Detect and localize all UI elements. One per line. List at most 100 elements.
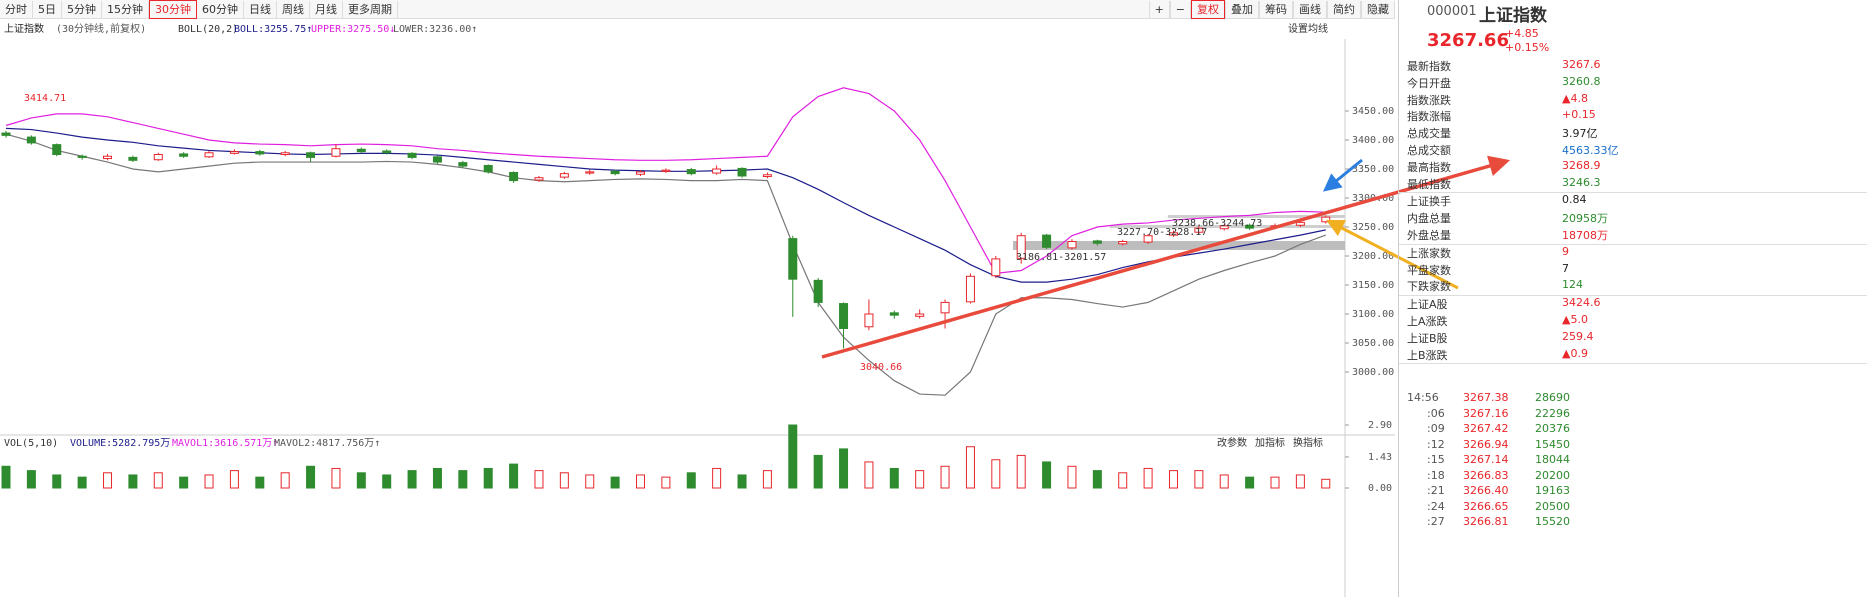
volume-bar — [585, 474, 595, 489]
volume-bar — [128, 474, 138, 489]
field-label: 上A涨跌 — [1407, 315, 1448, 328]
period-tab[interactable]: 月线 — [310, 1, 343, 18]
change: +4.85 — [1505, 27, 1539, 40]
tick-price: 3266.94 — [1463, 437, 1509, 451]
field-label: 上B涨跌 — [1407, 348, 1448, 362]
candle-body — [1321, 216, 1331, 223]
tick-volume: 20200 — [1535, 468, 1570, 482]
tick-price: 3267.42 — [1463, 422, 1509, 435]
field-label: 下跌家数 — [1407, 280, 1451, 294]
candle-body — [382, 150, 392, 154]
period-tab[interactable]: 30分钟 — [149, 0, 197, 19]
tool-button[interactable]: 画线 — [1293, 1, 1327, 18]
period-tab[interactable]: 15分钟 — [102, 1, 149, 18]
y-tick-label: 3050.00 — [1352, 338, 1394, 349]
candle-body — [1042, 234, 1052, 248]
candle-body — [712, 168, 722, 174]
field-value: ▲4.8 — [1562, 91, 1588, 105]
field-value: ▲0.9 — [1562, 346, 1588, 360]
candle-body — [940, 301, 950, 314]
field-value: 0.84 — [1562, 193, 1587, 207]
tick-time: :21 — [1427, 484, 1445, 497]
period-tab[interactable]: 5分钟 — [62, 1, 102, 18]
volume-bar — [382, 474, 392, 489]
volume-bar — [762, 470, 772, 489]
candle-body — [331, 148, 341, 157]
separator — [1399, 363, 1867, 365]
field-label: 最低指数 — [1407, 177, 1451, 191]
period-tab[interactable]: 60分钟 — [197, 1, 244, 18]
field-value: 7 — [1562, 261, 1569, 275]
volume-bar — [509, 463, 519, 489]
candle-body — [864, 313, 874, 328]
tick-price: 3267.14 — [1463, 453, 1509, 466]
tick-volume: 20500 — [1535, 499, 1570, 513]
tick-volume: 19163 — [1535, 484, 1570, 497]
y-tick-label: 3150.00 — [1352, 280, 1394, 291]
candle-body — [153, 154, 163, 161]
candle-body — [559, 173, 569, 178]
volume-bar — [356, 472, 366, 489]
period-tab[interactable]: 5日 — [33, 1, 62, 18]
period-tab[interactable]: 日线 — [244, 1, 277, 18]
tick-price: 3266.83 — [1463, 468, 1509, 482]
field-label: 总成交量 — [1407, 127, 1451, 141]
tool-button[interactable]: 简约 — [1327, 1, 1361, 18]
volume-bar — [1143, 467, 1153, 489]
settings-button[interactable]: 设置均线 — [1288, 22, 1328, 35]
candle-body — [407, 152, 417, 158]
field-value: 3246.3 — [1562, 175, 1601, 189]
field-value: 3.97亿 — [1562, 127, 1598, 141]
tool-button[interactable]: 筹码 — [1259, 1, 1293, 18]
volume-bar — [1092, 470, 1102, 489]
tick-time: :09 — [1427, 422, 1445, 435]
y-tick-label: 3200.00 — [1352, 251, 1394, 262]
tick-volume: 20376 — [1535, 422, 1570, 435]
separator — [1399, 192, 1867, 194]
indicator-button[interactable]: 加指标 — [1255, 436, 1285, 449]
annotation: 3238.66-3244.73 — [1172, 218, 1262, 229]
field-label: 指数涨幅 — [1407, 110, 1451, 124]
volume-bar — [1042, 461, 1052, 489]
volume-bar — [26, 470, 36, 489]
bollinger-line — [5, 127, 1326, 283]
period-tab[interactable]: 更多周期 — [343, 1, 398, 18]
field-label: 内盘总量 — [1407, 212, 1451, 226]
volume-bar — [661, 476, 671, 489]
field-value: 259.4 — [1562, 329, 1594, 343]
volume-bar — [103, 472, 113, 489]
candle-body — [813, 279, 823, 303]
indicator-button[interactable]: 换指标 — [1293, 436, 1323, 449]
legend-text: VOL(5,10) — [4, 438, 58, 449]
tool-button[interactable]: − — [1169, 1, 1191, 18]
tool-button[interactable]: 隐藏 — [1361, 1, 1395, 18]
field-label: 上证B股 — [1407, 331, 1448, 345]
candle-body — [458, 162, 468, 167]
tool-button[interactable]: 复权 — [1191, 0, 1225, 19]
period-tab[interactable]: 周线 — [277, 1, 310, 18]
candle-body — [229, 151, 239, 154]
field-value: 3268.9 — [1562, 158, 1601, 172]
field-value: 3424.6 — [1562, 296, 1601, 310]
tool-button[interactable]: 叠加 — [1225, 1, 1259, 18]
period-tab[interactable]: 分时 — [0, 1, 33, 18]
tick-volume: 22296 — [1535, 406, 1570, 420]
volume-bar — [610, 476, 620, 489]
volume-bar — [534, 470, 544, 489]
y-tick-label: 3100.00 — [1352, 309, 1394, 320]
tool-button[interactable]: + — [1148, 1, 1170, 18]
candle-body — [661, 169, 671, 172]
candle-body — [280, 152, 290, 155]
tick-time: :18 — [1427, 468, 1445, 482]
tick-volume: 28690 — [1535, 391, 1570, 404]
candle-body — [762, 174, 772, 178]
annotation: 3186.81-3201.57 — [1016, 252, 1106, 263]
tick-price: 3266.65 — [1463, 499, 1509, 513]
legend-text: BOLL(20,2) — [178, 24, 238, 35]
candle-body — [128, 156, 138, 161]
candle-body — [889, 312, 899, 316]
field-label: 上涨家数 — [1407, 246, 1451, 260]
indicator-button[interactable]: 改参数 — [1217, 436, 1247, 449]
candle-body — [1295, 221, 1305, 226]
